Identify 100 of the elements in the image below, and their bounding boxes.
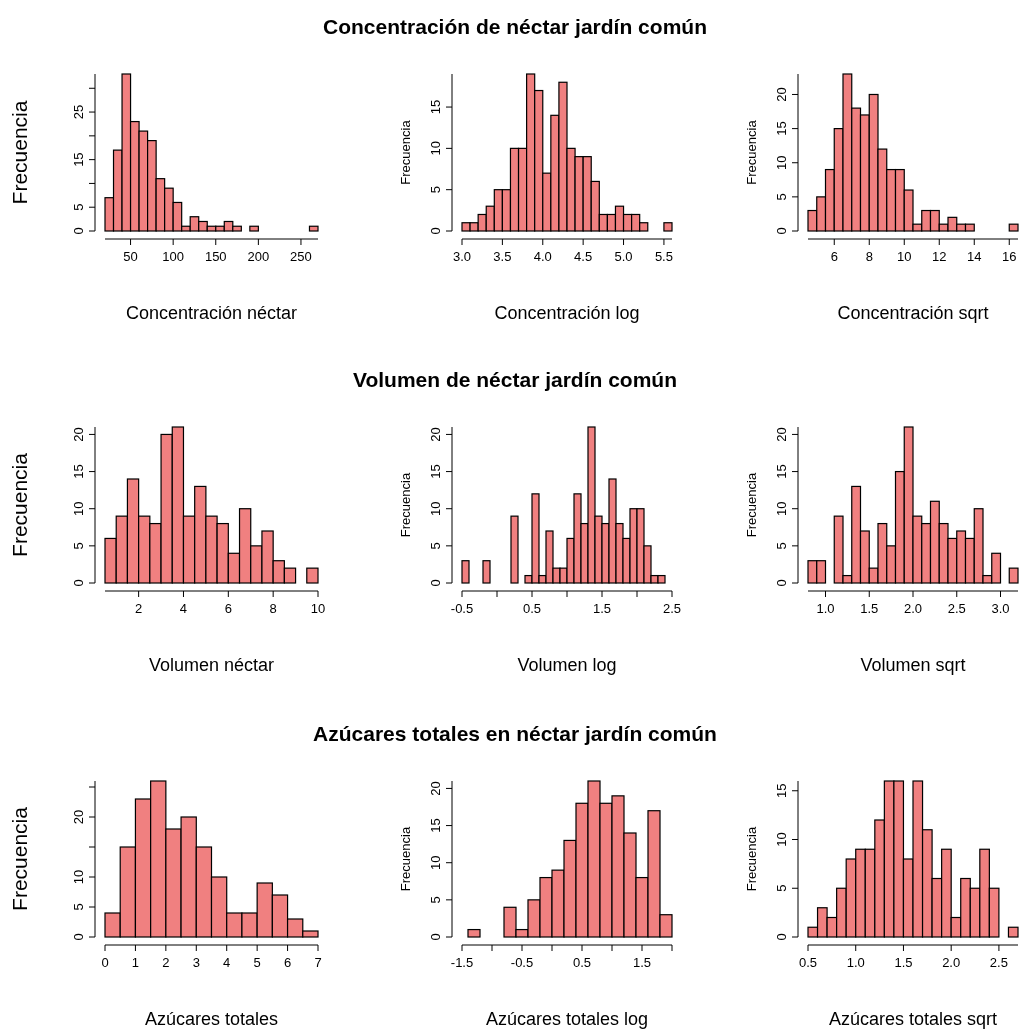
y-axis-title: Frecuencia — [744, 119, 759, 185]
y-axis-title: Frecuencia — [8, 452, 31, 557]
y-tick-label: 5 — [428, 896, 443, 904]
y-axis-title: Frecuencia — [398, 826, 413, 892]
y-tick-label: 5 — [774, 884, 789, 892]
x-axis-title: Volumen néctar — [148, 655, 275, 675]
y-tick-label: 5 — [71, 203, 86, 211]
x-tick-label: 2.5 — [947, 601, 966, 616]
x-tick-label: 4.5 — [574, 249, 593, 264]
y-tick-label: 15 — [774, 783, 789, 798]
x-tick-label: 6 — [830, 249, 838, 264]
x-tick-label: 1.5 — [894, 955, 913, 970]
chart-title: Volumen de néctar jardín común — [352, 368, 678, 391]
x-axis-title: Concentración néctar — [125, 303, 298, 323]
x-tick-label: 2.0 — [942, 955, 961, 970]
x-tick-label: 10 — [897, 249, 912, 264]
y-tick-label: 15 — [71, 464, 86, 479]
y-tick-label: 20 — [428, 427, 443, 442]
x-tick-label: 2.5 — [989, 955, 1008, 970]
y-tick-label: 10 — [774, 501, 789, 516]
x-tick-label: 2 — [135, 601, 143, 616]
x-tick-label: -0.5 — [450, 601, 474, 616]
y-tick-label: 5 — [428, 186, 443, 194]
y-tick-label: 10 — [428, 855, 443, 870]
y-tick-label: 20 — [71, 427, 86, 442]
y-tick-label: 15 — [428, 818, 443, 833]
y-tick-label: 5 — [71, 542, 86, 550]
y-tick-label: 0 — [71, 933, 86, 941]
x-tick-label: 3.0 — [991, 601, 1010, 616]
y-tick-label: 0 — [774, 579, 789, 587]
x-axis-title: Azúcares totales log — [485, 1009, 649, 1029]
x-tick-label: 5 — [253, 955, 261, 970]
x-tick-label: 14 — [967, 249, 982, 264]
y-tick-label: 0 — [428, 227, 443, 235]
x-tick-label: 0.5 — [522, 601, 542, 616]
y-tick-label: 5 — [774, 542, 789, 550]
y-tick-label: 0 — [774, 933, 789, 941]
x-tick-label: 250 — [290, 249, 312, 264]
y-tick-label: 15 — [428, 99, 443, 115]
x-tick-label: 2.0 — [903, 601, 923, 616]
y-tick-label: 10 — [774, 832, 789, 847]
x-tick-label: 5.0 — [614, 249, 633, 264]
x-tick-label: -0.5 — [510, 955, 534, 970]
x-tick-label: 1.5 — [860, 601, 879, 616]
x-tick-label: 10 — [310, 601, 326, 616]
y-axis-title: Frecuencia — [744, 826, 759, 892]
x-tick-label: 12 — [932, 249, 947, 264]
x-tick-label: 8 — [865, 249, 873, 264]
x-tick-label: 4 — [223, 955, 231, 970]
x-tick-label: 0 — [101, 955, 109, 970]
y-axis-title: Frecuencia — [8, 806, 31, 911]
x-tick-label: 3.5 — [493, 249, 512, 264]
y-tick-label: 20 — [774, 87, 789, 102]
y-tick-label: 15 — [71, 152, 86, 167]
x-tick-label: 100 — [162, 249, 185, 264]
x-tick-label: 1.5 — [592, 601, 612, 616]
y-axis-title: Frecuencia — [8, 100, 31, 205]
y-tick-label: 25 — [71, 104, 86, 120]
y-tick-label: 20 — [428, 781, 443, 796]
y-tick-label: 10 — [71, 501, 86, 516]
y-tick-label: 20 — [774, 427, 789, 442]
y-axis-title: Frecuencia — [744, 472, 759, 538]
x-tick-label: 6 — [283, 955, 292, 970]
x-tick-label: 50 — [123, 249, 138, 264]
x-tick-label: 1.0 — [816, 601, 835, 616]
y-tick-label: 15 — [774, 464, 789, 479]
x-axis-title: Volumen log — [517, 655, 617, 675]
x-tick-label: 3.0 — [452, 249, 472, 264]
x-tick-label: 200 — [247, 249, 270, 264]
x-tick-label: 4 — [179, 601, 188, 616]
x-tick-label: 5.5 — [654, 249, 673, 264]
x-tick-label: 16 — [1002, 249, 1017, 264]
x-axis-title: Concentración sqrt — [837, 303, 989, 323]
chart-title: Concentración de néctar jardín común — [323, 15, 707, 38]
y-tick-label: 15 — [428, 464, 443, 479]
y-tick-label: 10 — [71, 869, 86, 885]
x-tick-label: 4.0 — [533, 249, 552, 264]
y-tick-label: 5 — [774, 193, 789, 201]
y-tick-label: 20 — [71, 809, 86, 825]
x-tick-label: 7 — [314, 955, 322, 970]
y-tick-label: 15 — [774, 121, 789, 136]
x-tick-label: 1.5 — [632, 955, 652, 970]
x-axis-title: Azúcares totales sqrt — [828, 1009, 998, 1029]
y-tick-label: 0 — [71, 579, 86, 587]
y-tick-label: 10 — [428, 141, 443, 156]
y-tick-label: 5 — [428, 542, 443, 550]
y-tick-label: 10 — [774, 155, 789, 170]
y-tick-label: 0 — [428, 579, 443, 587]
x-tick-label: 6 — [224, 601, 232, 616]
x-tick-label: 2 — [162, 955, 170, 970]
x-tick-label: 1 — [131, 955, 140, 970]
x-tick-label: -1.5 — [450, 955, 474, 970]
y-tick-label: 10 — [428, 501, 443, 516]
x-tick-label: 150 — [204, 249, 227, 264]
y-tick-label: 0 — [428, 933, 443, 941]
y-tick-label: 0 — [71, 227, 86, 235]
x-tick-label: 2.5 — [662, 601, 682, 616]
y-tick-label: 5 — [71, 903, 86, 911]
x-tick-label: 1.0 — [846, 955, 865, 970]
y-axis-title: Frecuencia — [398, 472, 413, 538]
